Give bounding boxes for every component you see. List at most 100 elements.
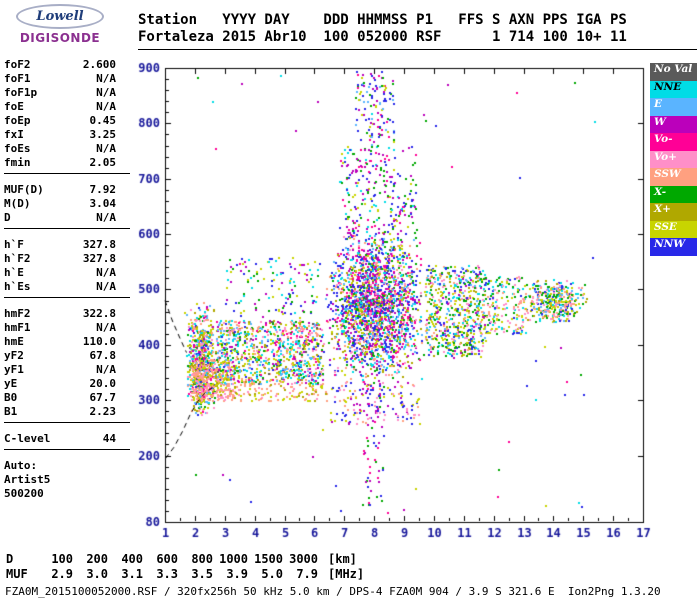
param-row-artist5: Artist5 [4,473,116,487]
param-value: N/A [96,266,116,279]
muf-cell: 400 [121,552,143,566]
param-label: C-level [4,432,51,445]
param-row-fof2: foF2 2.600 [4,58,116,72]
param-value: N/A [96,100,116,113]
logo-digisonde-text: DIGISONDE [19,31,101,45]
muf-cell: 7.9 [296,567,318,581]
legend-item-e: E [650,98,697,116]
param-value: N/A [96,142,116,155]
param-separator [4,228,130,229]
muf-cell: 3.9 [226,567,248,581]
param-separator [4,297,130,298]
legend-item-nne: NNE [650,80,697,98]
param-value: 2.600 [82,58,116,71]
param-row-h-es: h`Es N/A [4,280,116,294]
legend-item-w: W [650,115,697,133]
legend-item-no_val: No Val [650,63,697,81]
param-label: hmF2 [4,307,31,320]
legend-item-sse: SSE [650,220,697,238]
muf-row-label: D [6,552,14,566]
legend-item-x_plus: X+ [650,203,697,221]
param-row-muf-d-: MUF(D) 7.92 [4,183,116,197]
param-label: D [4,211,11,224]
param-row-foep: foEp 0.45 [4,114,116,128]
param-row-hme: hmE 110.0 [4,335,116,349]
param-row-m-d-: M(D) 3.04 [4,197,116,211]
header-station-values: Fortaleza 2015 Abr10 100 052000 RSF 1 71… [138,29,627,45]
param-row-hmf2: hmF2 322.8 [4,307,116,321]
param-label: yE [4,377,18,390]
muf-row-label: MUF [6,567,28,581]
param-value: N/A [96,72,116,85]
param-label: foEp [4,114,31,127]
direction-legend: No Val NNE E W Vo- Vo+ SSW X- X+ SSE NNW [650,63,697,256]
param-row-foes: foEs N/A [4,142,116,156]
param-value: 327.8 [82,238,116,251]
param-value: 110.0 [82,335,116,348]
muf-table: D 100 200 400 600 800 1000 1500 3000 [km] MUF 2.9 3.… [6,552,364,582]
muf-unit: [km] [328,552,357,566]
muf-row-d: D 100 200 400 600 800 1000 1500 3000 [km] [6,552,364,567]
param-label: foF1p [4,86,38,99]
muf-cell: 5.0 [261,567,283,581]
param-label: h`E [4,266,24,279]
param-value: 322.8 [82,307,116,320]
param-row-500200: 500200 [4,487,116,501]
param-group: foF2 2.600 foF1 N/A foF1p N/A foE N/A foEp 0.45 fx… [4,58,134,170]
param-label: foEs [4,142,31,155]
param-value: 44 [102,432,116,445]
param-row-yf1: yF1 N/A [4,363,116,377]
param-group: Auto: Artist5 500200 [4,459,134,501]
param-value: N/A [96,211,116,224]
param-label: foF2 [4,58,31,71]
param-separator [4,449,130,450]
param-value: 3.25 [89,128,117,141]
param-label: h`F2 [4,252,31,265]
param-row-fmin: fmin 2.05 [4,156,116,170]
param-label: M(D) [4,197,31,210]
logo-oval: Lowell [16,4,104,29]
logo-lowell-text: Lowell [36,9,84,24]
muf-unit: [MHz] [328,567,365,581]
muf-cell: 100 [51,552,73,566]
param-label: yF1 [4,363,24,376]
muf-cell: 3.3 [156,567,178,581]
param-row-hmf1: hmF1 N/A [4,321,116,335]
param-value: N/A [96,280,116,293]
param-label: 500200 [4,487,44,500]
param-row-foe: foE N/A [4,100,116,114]
param-row-yf2: yF2 67.8 [4,349,116,363]
param-row-b1: B1 2.23 [4,405,116,419]
param-label: hmE [4,335,24,348]
muf-cell: 1500 [254,552,283,566]
param-label: B1 [4,405,18,418]
station-header: Station YYYY DAY DDD HHMMSS P1 FFS S AXN… [138,12,697,50]
param-value: 7.92 [89,183,117,196]
param-value: 20.0 [89,377,117,390]
param-label: fxI [4,128,24,141]
param-row-h-f2: h`F2 327.8 [4,252,116,266]
muf-cell: 200 [86,552,108,566]
param-row-fof1: foF1 N/A [4,72,116,86]
param-label: B0 [4,391,18,404]
param-label: Artist5 [4,473,51,486]
param-row-h-f: h`F 327.8 [4,238,116,252]
header-column-titles: Station YYYY DAY DDD HHMMSS P1 FFS S AXN… [138,12,627,28]
param-row-fxi: fxI 3.25 [4,128,116,142]
param-label: h`F [4,238,24,251]
muf-cell: 3.1 [121,567,143,581]
param-value: 67.7 [89,391,117,404]
param-value: 327.8 [82,252,116,265]
param-row-h-e: h`E N/A [4,266,116,280]
param-label: yF2 [4,349,24,362]
muf-cell: 3000 [289,552,318,566]
parameter-panel: foF2 2.600 foF1 N/A foF1p N/A foE N/A foEp 0.45 fx… [4,58,134,504]
param-value: N/A [96,86,116,99]
status-footer: FZA0M_2015100052000.RSF / 320fx256h 50 k… [5,585,661,598]
muf-cell: 2.9 [51,567,73,581]
param-separator [4,422,130,423]
legend-item-ssw: SSW [650,168,697,186]
param-row-d: D N/A [4,211,116,225]
legend-item-nnw: NNW [650,238,697,256]
muf-row-muf: MUF 2.9 3.0 3.1 3.3 3.5 3.9 5.0 7.9 [MHz] [6,567,364,582]
